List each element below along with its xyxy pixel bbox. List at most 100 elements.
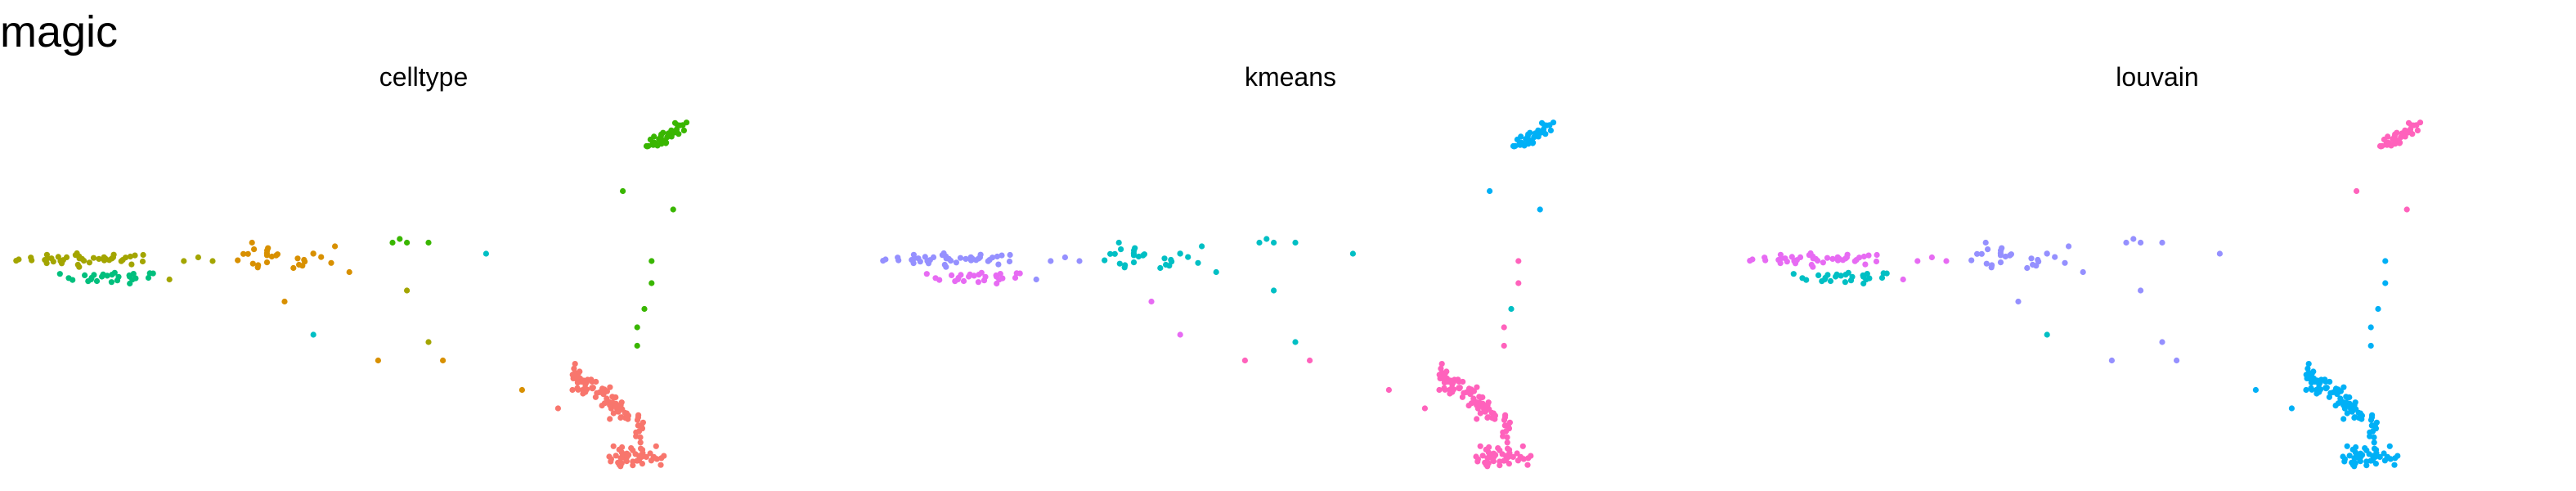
scatter-point (1808, 261, 1815, 268)
scatter-point (1504, 439, 1510, 446)
scatter-point (2008, 251, 2014, 258)
scatter-point (1169, 259, 1175, 265)
scatter-point (1777, 260, 1784, 267)
scatter-point (1459, 394, 1465, 400)
scatter-point (1470, 395, 1477, 402)
scatter-point (615, 459, 622, 466)
scatter-point (1542, 131, 1549, 137)
scatter-point (1784, 259, 1790, 265)
scatter-point (997, 271, 1003, 277)
scatter-point (2371, 454, 2377, 461)
panel-title-kmeans: kmeans (1245, 62, 1336, 92)
scatter-point (2351, 455, 2358, 462)
scatter-point (2024, 264, 2031, 272)
scatter-point (617, 402, 624, 408)
scatter-point (618, 449, 626, 456)
scatter-point (1535, 127, 1542, 133)
scatter-point (1438, 361, 1445, 367)
scatter-point (917, 259, 923, 265)
scatter-point (1447, 390, 1453, 397)
scatter-point (2346, 453, 2353, 459)
scatter-point (1943, 258, 1950, 264)
scatter-point (2373, 419, 2380, 426)
scatter-point (2002, 253, 2008, 260)
scatter-point (1517, 455, 1524, 462)
scatter-point (2313, 390, 2320, 397)
scatter-point (2138, 239, 2144, 246)
scatter-point (604, 395, 610, 402)
scatter-point (1840, 257, 1847, 264)
scatter-point (2354, 187, 2360, 195)
scatter-point (1148, 298, 1155, 305)
scatter-point (1538, 119, 1546, 126)
scatter-point (638, 445, 644, 452)
scatter-point (1443, 368, 1450, 375)
scatter-point (628, 445, 635, 452)
scatter-point (1515, 280, 1522, 286)
scatter-point (1914, 258, 1921, 264)
scatter-point (1880, 270, 1887, 277)
scatter-point (328, 259, 334, 266)
scatter-point (249, 239, 255, 246)
scatter-point (1468, 386, 1474, 393)
scatter-point (281, 298, 288, 305)
scatter-point (1450, 386, 1456, 393)
scatter-point (1488, 409, 1495, 416)
scatter-point (2379, 142, 2385, 149)
scatter-point (195, 254, 201, 261)
scatter-point (1514, 136, 1520, 143)
scatter-point (1474, 402, 1480, 408)
scatter-point (671, 119, 679, 126)
scatter-point (1803, 277, 1810, 283)
scatter-point (975, 279, 981, 286)
scatter-point (1502, 428, 1510, 435)
scatter-point (645, 142, 652, 149)
scatter-point (607, 416, 613, 422)
scatter-point (16, 256, 22, 263)
scatter-point (2388, 142, 2394, 149)
scatter-point (910, 260, 917, 267)
scatter-point (2303, 386, 2309, 394)
scatter-point (583, 386, 590, 393)
scatter-point (1505, 445, 1511, 452)
scatter-point (375, 357, 381, 364)
scatter-point (1135, 253, 1142, 260)
scatter-point (2028, 255, 2035, 262)
scatter-point (613, 394, 619, 401)
scatter-point (610, 443, 617, 449)
scatter-point (1519, 443, 1526, 449)
scatter-point (670, 206, 676, 213)
scatter-point (90, 255, 97, 261)
scatter-point (1256, 239, 1263, 246)
scatter-point (96, 255, 102, 262)
scatter-point (1013, 270, 1020, 277)
scatter-point (2252, 386, 2259, 394)
scatter-point (1477, 410, 1483, 417)
scatter-point (949, 272, 955, 278)
scatter-point (648, 258, 655, 264)
scatter-point (593, 378, 599, 385)
scatter-point (1048, 258, 1054, 264)
scatter-point (683, 119, 690, 126)
scatter-point (2367, 433, 2373, 439)
scatter-point (1107, 250, 1114, 257)
scatter-point (1501, 457, 1507, 464)
scatter-point (397, 236, 403, 242)
scatter-point (140, 251, 146, 259)
scatter-point (2349, 459, 2355, 466)
scatter-point (2340, 402, 2347, 408)
scatter-point (404, 239, 411, 246)
panel-celltype: celltype (13, 62, 690, 470)
scatter-point (85, 278, 92, 285)
scatter-point (263, 259, 271, 266)
scatter-point (1115, 239, 1122, 246)
scatter-point (1487, 187, 1493, 195)
scatter-point (572, 361, 578, 367)
scatter-point (2390, 136, 2396, 142)
scatter-point (2288, 405, 2295, 412)
scatter-point (209, 258, 216, 264)
scatter-point (302, 259, 308, 265)
scatter-point (2080, 268, 2086, 276)
scatter-point (1271, 239, 1277, 246)
